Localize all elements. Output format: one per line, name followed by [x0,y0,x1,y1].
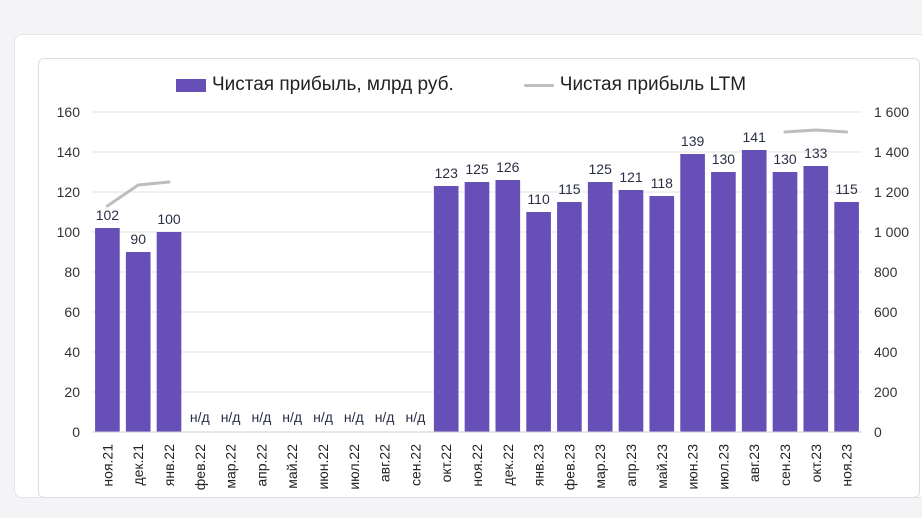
y-left-tick-label: 160 [57,104,81,120]
x-tick-label: янв.23 [531,444,547,486]
x-tick-label: авг.23 [746,444,762,482]
legend-swatch-bar [175,78,206,92]
y-right-tick-label: 1 600 [874,104,909,120]
y-right-tick-label: 1 200 [874,184,909,200]
no-data-label: н/д [375,409,395,425]
x-tick-label: янв.22 [161,444,177,486]
bar [711,172,736,432]
bar-data-label: 115 [835,181,858,197]
y-right-tick-label: 200 [874,384,898,400]
chart-legend: Чистая прибыль, млрд руб. Чистая прибыль… [0,72,922,98]
bar-data-label: 121 [619,169,643,185]
bar [834,202,859,432]
x-tick-label: ноя.22 [469,444,485,487]
bar-data-label: 110 [527,191,550,207]
y-right-tick-label: 0 [874,424,882,440]
bar-data-label: 90 [130,231,146,247]
x-tick-label: фев.22 [192,444,208,490]
bar [618,190,644,432]
bar-data-label: 130 [712,151,736,167]
ltm-line-segment [105,180,171,208]
no-data-label: н/д [190,409,210,425]
x-tick-label: июн.22 [315,444,331,490]
bar [741,150,767,432]
bar [526,212,551,432]
y-left-tick-label: 20 [64,384,80,400]
no-data-label: н/д [344,409,364,425]
y-left-tick-label: 100 [57,224,81,240]
y-right-tick-label: 800 [874,264,898,280]
x-tick-label: сен.22 [407,444,423,486]
y-right-tick-label: 400 [874,344,898,360]
bar [803,166,829,432]
x-tick-label: мар.22 [223,444,239,489]
y-left-tick-label: 80 [64,264,80,280]
legend-item-ltm: Чистая прибыль LTM [523,74,747,96]
y-right-tick-label: 1 000 [874,224,909,240]
bar-data-label: 102 [96,207,120,223]
x-tick-label: дек.21 [130,444,146,486]
ltm-line-segment [783,128,849,134]
bar-data-label: 125 [465,161,489,177]
y-right-tick-label: 600 [874,304,898,320]
x-tick-label: фев.23 [561,444,577,490]
x-tick-label: июн.23 [685,444,701,490]
x-tick-label: май.22 [284,444,300,489]
bar-data-label: 126 [496,159,520,175]
legend-label-ltm: Чистая прибыль LTM [559,74,747,95]
y-right-tick-label: 1 400 [874,144,909,160]
no-data-label: н/д [221,409,241,425]
x-tick-label: май.23 [654,444,670,489]
bar-data-label: 133 [804,145,828,161]
no-data-label: н/д [252,409,272,425]
bar [464,182,490,432]
legend-item-net-profit: Чистая прибыль, млрд руб. [175,74,454,96]
x-tick-label: авг.22 [377,444,393,482]
bar [587,182,613,432]
bar [156,232,182,432]
x-tick-label: июл.22 [346,444,362,490]
bar-data-label: 118 [651,175,674,191]
legend-label-net-profit: Чистая прибыль, млрд руб. [211,74,454,95]
legend-swatch-line [523,83,554,87]
y-left-tick-label: 60 [64,304,80,320]
x-tick-label: апр.23 [623,444,639,487]
x-tick-label: ноя.23 [839,444,855,487]
x-tick-label: апр.22 [253,444,269,487]
y-left-tick-label: 120 [57,184,81,200]
no-data-label: н/д [282,409,302,425]
bar [649,196,675,432]
bar [433,186,459,432]
bar [680,154,705,432]
x-tick-label: окт.23 [808,444,824,483]
bar-data-label: 100 [157,211,181,227]
x-tick-label: дек.22 [500,444,516,486]
bar [772,172,798,432]
bar-data-label: 130 [773,151,797,167]
no-data-label: н/д [313,409,333,425]
y-left-tick-label: 0 [72,424,80,440]
x-tick-label: сен.23 [777,444,793,486]
bar [125,252,151,432]
x-tick-label: окт.22 [438,444,454,483]
bar-data-label: 123 [435,165,459,181]
bar [495,180,521,432]
bar [95,228,120,432]
bar-data-label: 115 [558,181,581,197]
bar [557,202,582,432]
x-tick-label: мар.23 [592,444,608,489]
bar-data-label: 125 [589,161,613,177]
x-tick-label: ноя.21 [99,444,115,487]
bar-data-label: 139 [681,133,705,149]
x-tick-label: июл.23 [715,444,731,490]
y-left-tick-label: 140 [57,144,81,160]
no-data-label: н/д [406,409,426,425]
bar-data-label: 141 [743,129,767,145]
y-left-tick-label: 40 [64,344,80,360]
